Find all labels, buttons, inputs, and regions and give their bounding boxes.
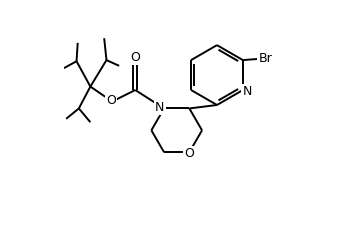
Text: O: O — [184, 147, 194, 160]
Text: N: N — [242, 85, 252, 98]
Text: O: O — [106, 94, 116, 107]
Text: N: N — [155, 101, 165, 114]
Text: O: O — [130, 51, 140, 64]
Text: Br: Br — [258, 52, 272, 65]
